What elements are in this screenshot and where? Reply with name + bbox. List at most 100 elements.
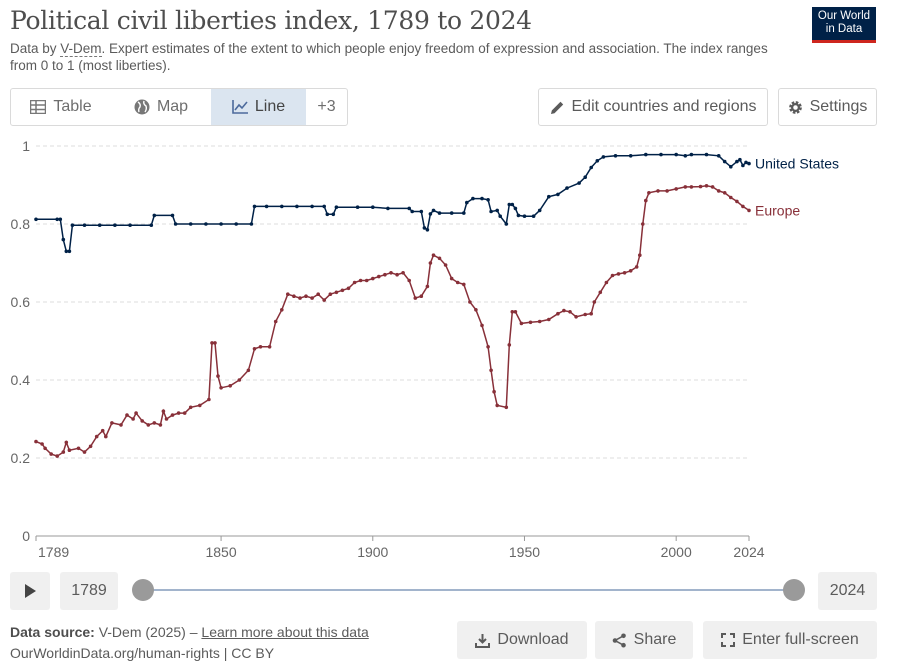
- data-point-europe: [480, 323, 484, 328]
- download-button[interactable]: Download: [457, 621, 587, 659]
- data-point-europe: [88, 444, 93, 449]
- data-point-europe: [747, 208, 751, 213]
- y-tick-label: 1: [22, 138, 30, 154]
- data-point-united-states: [170, 213, 175, 218]
- data-point-europe: [710, 185, 715, 189]
- data-point-europe: [622, 271, 627, 275]
- series-line-europe[interactable]: [35, 185, 750, 457]
- edit-countries-label: Edit countries and regions: [571, 98, 757, 115]
- data-point-europe: [489, 368, 493, 373]
- data-point-united-states: [489, 209, 493, 214]
- vdem-link[interactable]: V-Dem: [60, 41, 102, 57]
- y-tick-label: 0.6: [11, 294, 31, 310]
- y-tick-label: 0.8: [11, 216, 31, 232]
- data-point-united-states: [747, 161, 751, 166]
- data-point-united-states: [234, 222, 238, 226]
- series-label-united-states[interactable]: United States: [755, 156, 839, 172]
- data-point-united-states: [513, 206, 518, 211]
- data-point-europe: [346, 286, 351, 291]
- data-point-united-states: [70, 223, 75, 227]
- data-point-europe: [158, 423, 163, 427]
- data-point-europe: [104, 434, 108, 439]
- x-axis: 1789 1850 1900 1950 2000 2024: [35, 535, 765, 560]
- play-button[interactable]: [10, 572, 50, 610]
- data-point-europe: [537, 319, 542, 324]
- data-point-europe: [401, 271, 405, 275]
- series-label-europe[interactable]: Europe: [755, 202, 800, 218]
- data-point-united-states: [55, 217, 59, 222]
- timeline-track[interactable]: [143, 589, 794, 591]
- data-point-europe: [674, 187, 678, 191]
- data-point-europe: [431, 253, 436, 257]
- gridlines: [36, 145, 749, 459]
- data-point-united-states: [659, 152, 663, 157]
- data-point-europe: [286, 292, 290, 296]
- data-point-europe: [568, 310, 572, 314]
- data-point-united-states: [595, 159, 600, 163]
- data-point-europe: [644, 198, 648, 203]
- data-point-united-states: [565, 186, 569, 190]
- data-point-europe: [562, 308, 566, 313]
- line-chart: 00.20.40.60.81 1789 1850 1900 1950 2000 2024 …: [11, 138, 840, 560]
- edit-countries-button[interactable]: Edit countries and regions: [538, 88, 768, 126]
- tab-line[interactable]: Line: [211, 89, 306, 125]
- subtitle-text: . Expert estimates of the extent to whic…: [10, 41, 768, 73]
- fullscreen-button[interactable]: Enter full-screen: [703, 621, 877, 659]
- data-point-united-states: [431, 208, 436, 213]
- data-point-europe: [722, 191, 727, 195]
- tab-more[interactable]: +3: [306, 89, 347, 125]
- data-point-united-states: [486, 198, 490, 202]
- data-point-united-states: [334, 205, 339, 209]
- timeline-start-label[interactable]: 1789: [60, 572, 118, 610]
- x-tick-label: 1900: [357, 544, 388, 560]
- settings-button[interactable]: Settings: [778, 88, 877, 126]
- data-point-europe: [131, 417, 135, 421]
- data-point-europe: [334, 290, 339, 295]
- y-tick-label: 0.4: [11, 372, 31, 388]
- data-point-united-states: [128, 223, 132, 227]
- y-tick-label: 0.2: [11, 450, 31, 466]
- share-button[interactable]: Share: [595, 621, 693, 659]
- data-point-europe: [474, 308, 478, 312]
- x-tick-label: 1850: [205, 544, 236, 560]
- data-point-united-states: [510, 202, 515, 207]
- data-point-europe: [589, 311, 593, 316]
- data-point-united-states: [583, 175, 587, 179]
- settings-label: Settings: [809, 98, 868, 115]
- learn-more-link[interactable]: Learn more about this data: [201, 624, 369, 640]
- timeline-start-handle[interactable]: [132, 579, 154, 601]
- data-point-europe: [246, 368, 251, 373]
- data-point-united-states: [371, 205, 375, 209]
- view-tabs: Table Map Line +3: [10, 88, 348, 126]
- owid-logo[interactable]: Our World in Data: [812, 7, 876, 43]
- data-point-united-states: [425, 228, 430, 232]
- url-line: OurWorldinData.org/human-rights | CC BY: [10, 645, 275, 661]
- data-point-united-states: [428, 212, 433, 216]
- data-point-united-states: [644, 152, 648, 157]
- data-point-europe: [389, 271, 393, 275]
- timeline-end-handle[interactable]: [783, 579, 805, 601]
- data-point-europe: [161, 409, 166, 414]
- tab-map[interactable]: Map: [111, 89, 211, 125]
- data-point-europe: [252, 347, 257, 351]
- data-point-europe: [140, 419, 144, 423]
- data-point-united-states: [722, 159, 727, 164]
- x-tick-label: 2024: [733, 544, 764, 560]
- timeline-end-label[interactable]: 2024: [818, 572, 877, 610]
- data-point-europe: [455, 280, 460, 285]
- tab-label: +3: [317, 98, 336, 115]
- data-point-united-states: [504, 222, 509, 226]
- tab-table[interactable]: Table: [11, 89, 111, 125]
- data-point-europe: [462, 282, 466, 287]
- data-point-united-states: [252, 204, 257, 209]
- data-point-united-states: [738, 157, 742, 162]
- data-point-united-states: [547, 194, 551, 199]
- data-point-united-states: [495, 208, 500, 213]
- tab-label: Table: [53, 98, 92, 115]
- data-point-united-states: [628, 154, 633, 158]
- x-tick-label: 1950: [509, 544, 540, 560]
- data-point-united-states: [729, 164, 733, 169]
- data-point-europe: [716, 189, 721, 193]
- data-point-united-states: [577, 181, 581, 185]
- data-point-united-states: [683, 154, 688, 158]
